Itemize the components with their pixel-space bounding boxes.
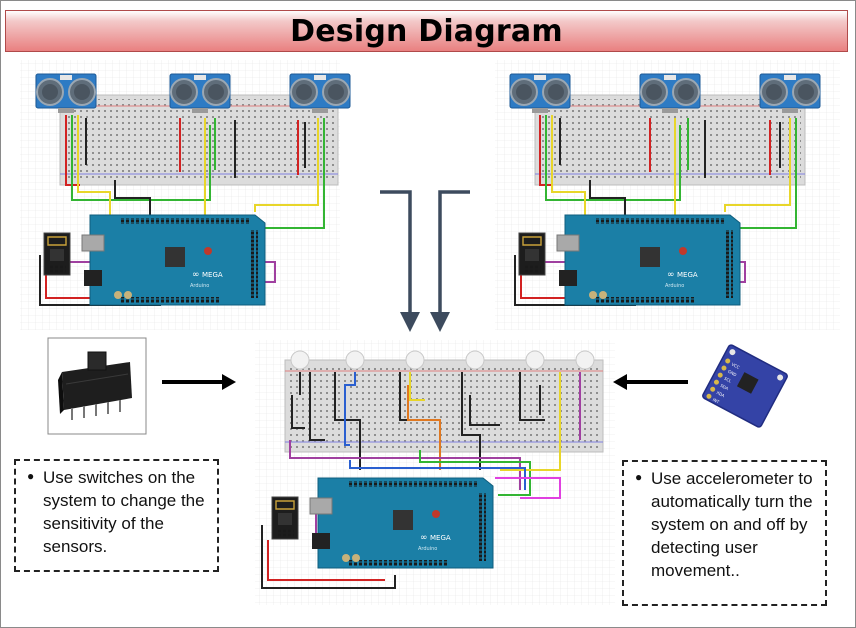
switch-note-box: ● Use switches on the system to change t… [14,459,219,572]
down-arrow-left [380,190,412,318]
page-title: Design Diagram [290,13,563,49]
arduino-mega-board [556,214,741,306]
down-arrows [380,190,470,318]
slide-switch-photo [47,337,147,435]
svg-text:XDA: XDA [716,390,726,399]
accelerometer-note-text: Use accelerometer to automatically turn … [651,469,813,580]
arrowhead [430,312,450,332]
svg-text:GND: GND [727,369,737,378]
arduino-mega-board [309,477,494,569]
ultrasonic-sensor [35,73,97,114]
switch-note-text: Use switches on the system to change the… [43,468,205,556]
svg-text:INT: INT [712,397,721,405]
arrowhead [400,312,420,332]
ultrasonic-sensor [509,73,571,114]
svg-text:SDA: SDA [719,383,729,391]
arduino-mega-board [81,214,266,306]
title-bar: Design Diagram [5,10,848,52]
accelerometer-note-box: ● Use accelerometer to automatically tur… [622,460,827,606]
svg-text:SCL: SCL [723,376,733,384]
radio-module [518,232,546,276]
bullet-icon: ● [27,469,35,483]
ultrasonic-sensor [759,73,821,114]
switch-row [290,350,595,370]
svg-text:VCC: VCC [731,362,741,370]
arrowhead [222,374,236,390]
ultrasonic-sensor [639,73,701,114]
ultrasonic-sensor [289,73,351,114]
down-arrow-right [438,190,470,318]
ultrasonic-sensor [169,73,231,114]
arrowhead [613,374,627,390]
circuit-bottom-center [255,340,615,605]
circuit-top-right [495,60,840,330]
circuit-top-left [20,60,351,330]
radio-module [271,496,299,540]
bullet-icon: ● [635,470,643,484]
radio-module [43,232,71,276]
